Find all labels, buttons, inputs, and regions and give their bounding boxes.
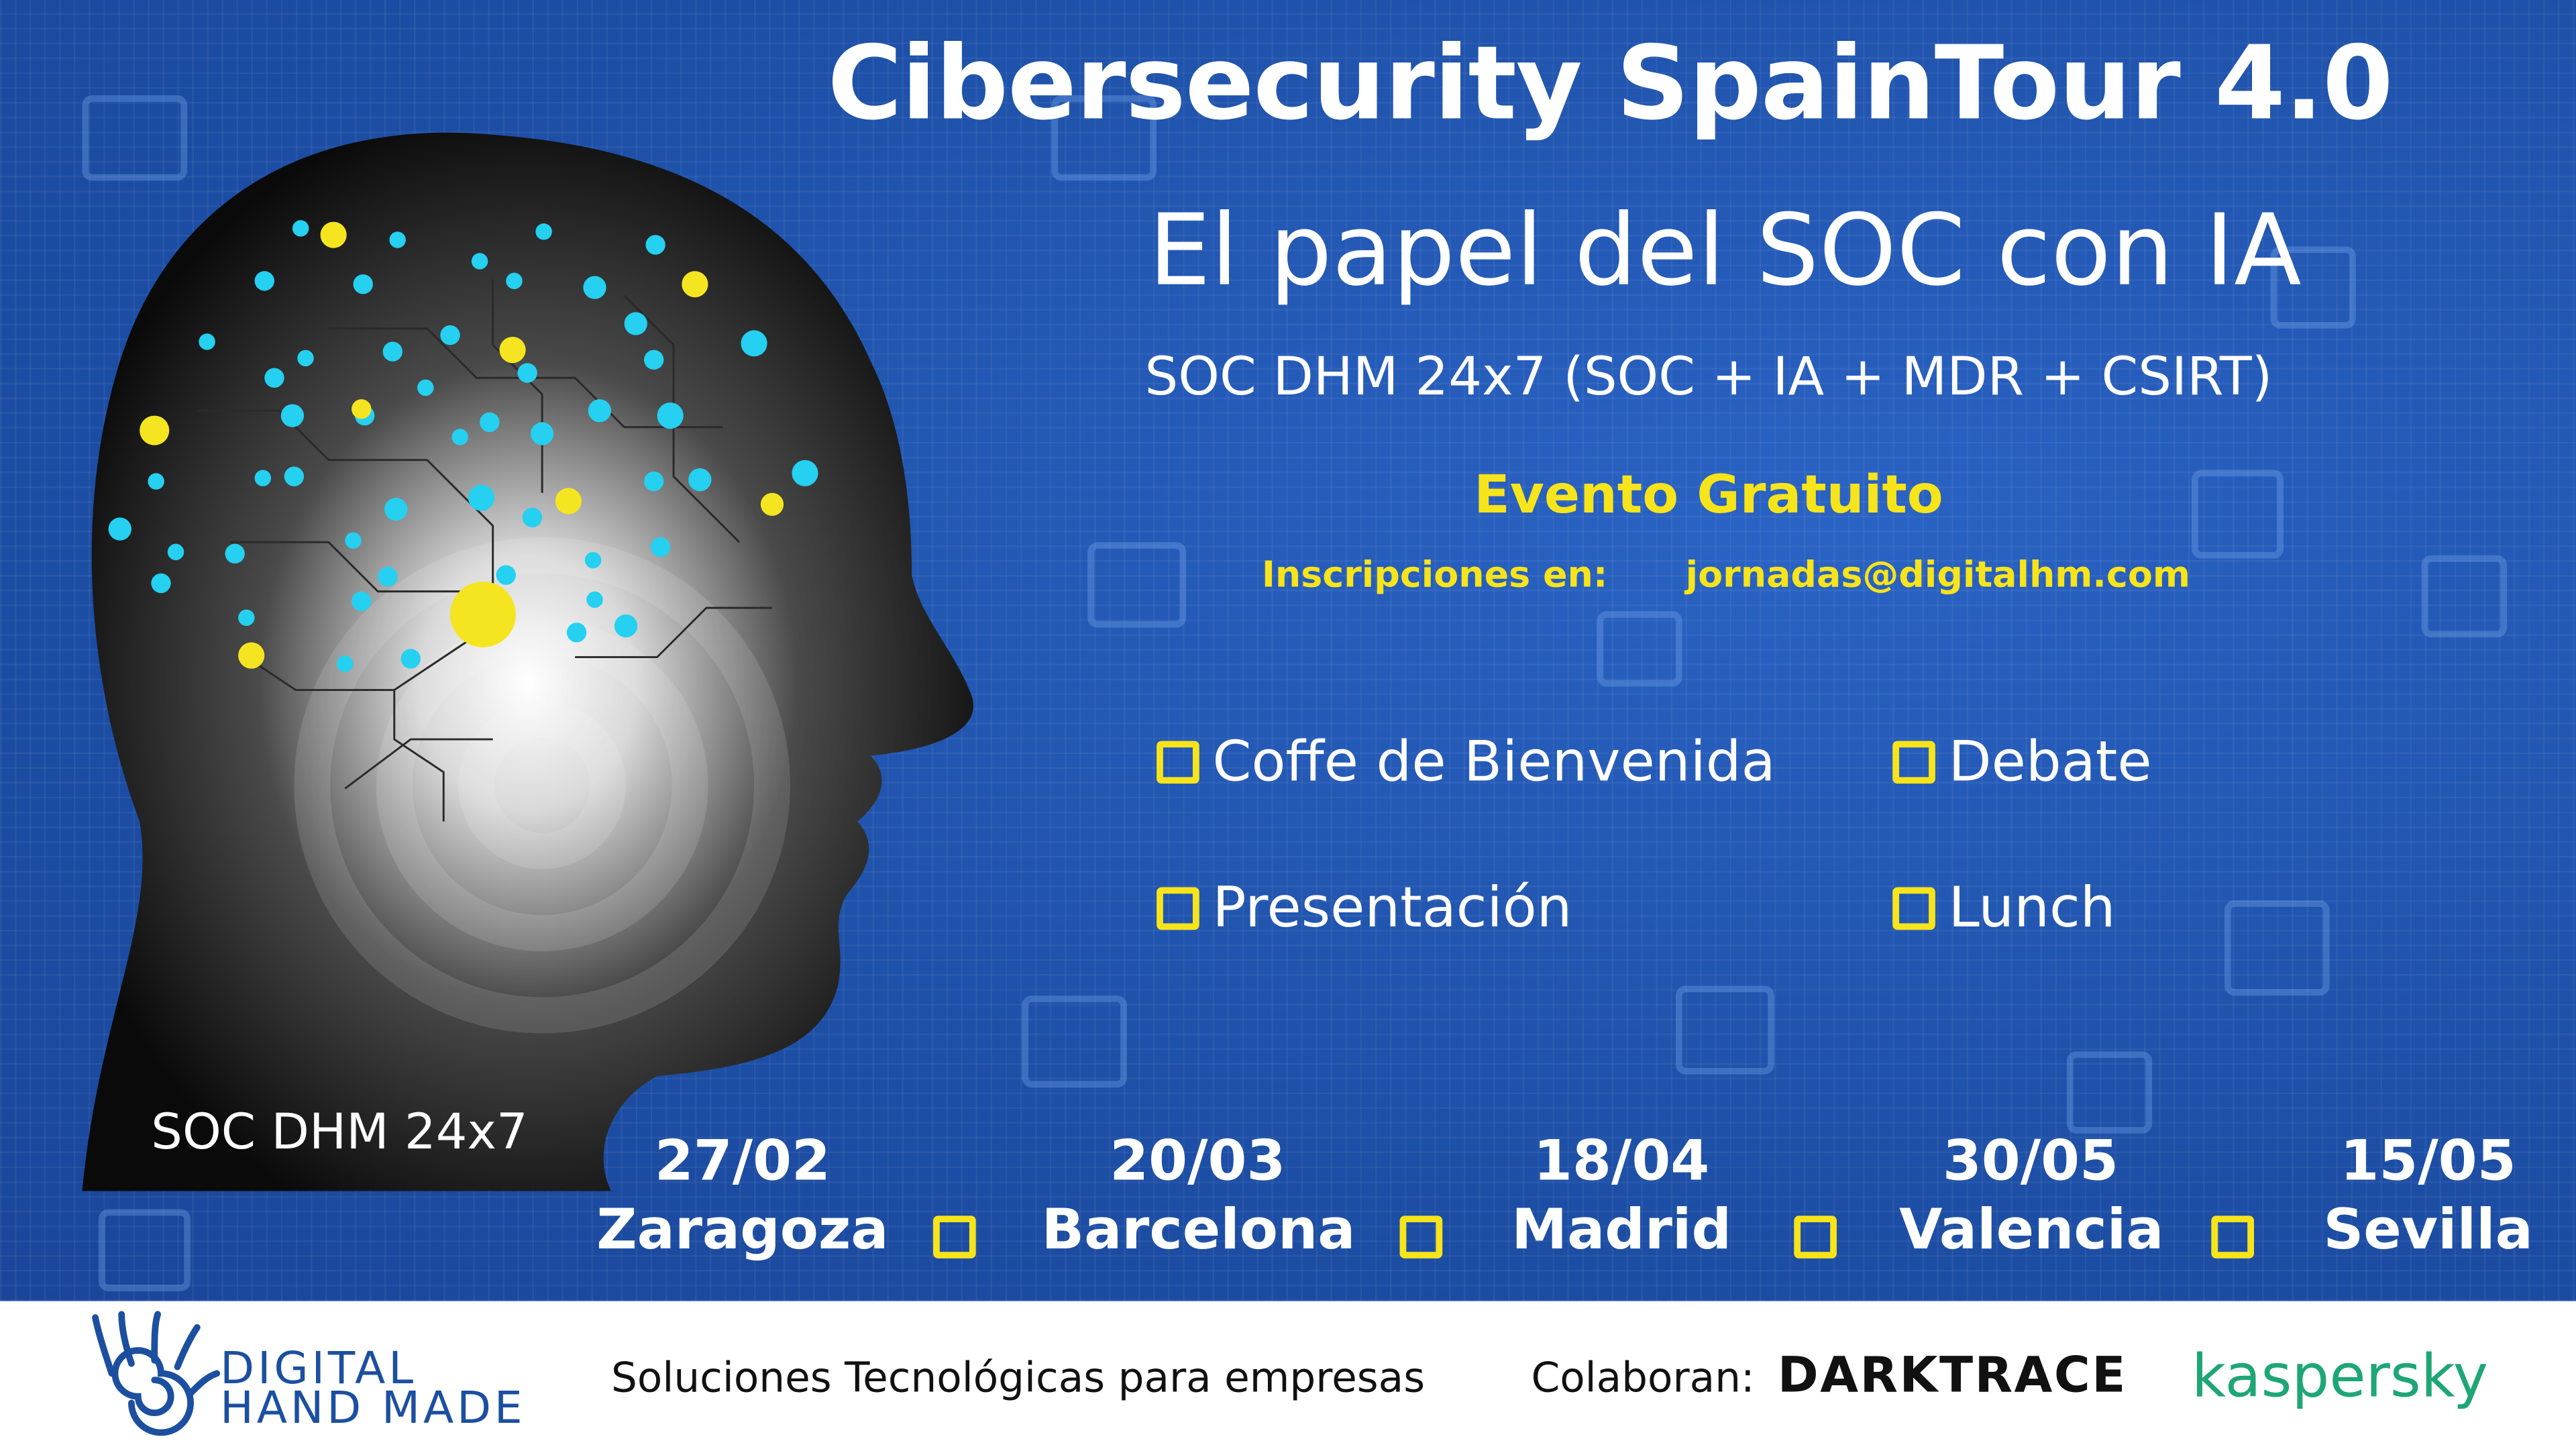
checkbox-icon <box>1399 1216 1443 1258</box>
agenda-item-debate: Debate <box>1892 729 2152 796</box>
decor-square <box>1087 542 1187 628</box>
head-caption: SOC DHM 24x7 <box>151 1104 528 1162</box>
checkbox-icon <box>1892 741 1935 784</box>
company-slogan: Soluciones Tecnológicas para empresas <box>611 1353 1426 1401</box>
brand-line-1: Digital <box>220 1344 417 1395</box>
decor-square <box>82 95 188 181</box>
free-event-label: Evento Gratuito <box>1474 463 1943 526</box>
agenda-label: Debate <box>1948 729 2152 796</box>
agenda-label: Lunch <box>1948 875 2116 942</box>
brand-line-2: Hand Made <box>220 1383 526 1434</box>
decor-square <box>98 1209 191 1291</box>
city-name: Valencia <box>1899 1197 2164 1264</box>
city-name: Sevilla <box>2323 1197 2533 1264</box>
agenda-item-coffee: Coffe de Bienvenida <box>1157 729 1776 795</box>
agenda-item-presentation: Presentación <box>1157 875 1572 941</box>
city-valencia: 30/05 Valencia <box>1899 1127 2164 1265</box>
decor-square <box>2191 470 2284 559</box>
checkbox-icon <box>1157 741 1199 784</box>
decor-square <box>1022 996 1128 1088</box>
footer <box>0 1301 2576 1449</box>
agenda-label: Coffe de Bienvenida <box>1212 729 1776 796</box>
checkbox-icon <box>1892 887 1935 930</box>
hand-logo-icon <box>92 1311 221 1436</box>
city-date: 30/05 <box>1942 1128 2118 1195</box>
city-madrid: 18/04 Madrid <box>1498 1127 1744 1265</box>
agenda-label: Presentación <box>1212 875 1572 942</box>
decor-square <box>2224 900 2330 996</box>
agenda-item-lunch: Lunch <box>1892 875 2116 942</box>
decor-square <box>2421 555 2508 638</box>
decor-square <box>1051 95 1157 181</box>
page-title: Cibersecurity SpainTour 4.0 <box>827 23 2394 144</box>
head-illustration <box>82 132 974 1191</box>
checkbox-icon <box>2211 1216 2255 1258</box>
city-name: Barcelona <box>1041 1197 1356 1264</box>
city-date: 18/04 <box>1534 1128 1710 1195</box>
checkbox-icon <box>1157 887 1199 930</box>
decor-square <box>1675 985 1774 1075</box>
head-silhouette <box>82 132 974 1191</box>
city-name: Madrid <box>1511 1197 1732 1264</box>
collaborators-label: Colaboran: <box>1531 1353 1755 1401</box>
city-date: 15/05 <box>2340 1128 2516 1195</box>
decor-square <box>1597 611 1682 687</box>
city-name: Zaragoza <box>596 1197 889 1264</box>
service-tagline: SOC DHM 24x7 (SOC + IA + MDR + CSIRT) <box>1144 345 2273 408</box>
registration-label: Inscripciones en: <box>1261 555 1608 596</box>
city-barcelona: 20/03 Barcelona <box>1041 1127 1356 1265</box>
company-logo-text: Digital Hand Made <box>220 1344 526 1434</box>
checkbox-icon <box>1794 1216 1837 1258</box>
registration-email[interactable]: jornadas@digitalhm.com <box>1685 555 2191 596</box>
city-date: 27/02 <box>654 1128 830 1195</box>
decor-square <box>2270 246 2356 329</box>
city-zaragoza: 27/02 Zaragoza <box>595 1127 891 1265</box>
partner-logo-kaspersky: kaspersky <box>2191 1344 2488 1411</box>
city-date: 20/03 <box>1110 1128 1286 1195</box>
page-subtitle: El papel del SOC con IA <box>1148 193 2302 309</box>
partner-logo-darktrace: DARKTRACE <box>1777 1347 2127 1405</box>
decor-square <box>2066 1051 2153 1134</box>
city-sevilla: 15/05 Sevilla <box>2320 1127 2536 1265</box>
checkbox-icon <box>933 1216 976 1258</box>
